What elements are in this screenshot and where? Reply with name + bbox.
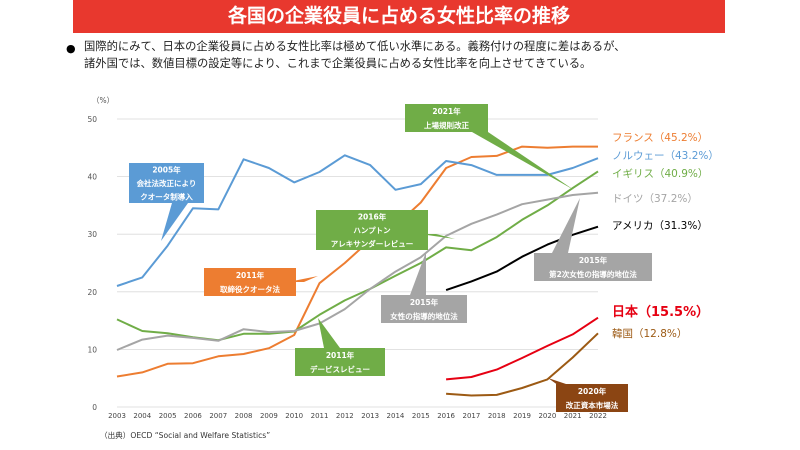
callout-text: 2015年: [579, 255, 608, 265]
series-line-japan: [446, 316, 599, 381]
callout-box: [405, 104, 488, 132]
callout-text: 上場規則改正: [424, 120, 469, 130]
series-line-france: [116, 145, 598, 378]
callout-text: 2011年: [326, 350, 355, 360]
callout-text: 取締役クオータ法: [220, 284, 280, 294]
series-line-germany: [116, 191, 599, 351]
legend-label-usa: アメリカ（31.3%）: [612, 220, 708, 232]
x-tick-label: 2020: [538, 412, 556, 420]
x-tick-label: 2011: [311, 412, 329, 420]
x-tick-label: 2014: [387, 412, 405, 420]
page-title: 各国の企業役員に占める女性比率の推移: [73, 0, 725, 33]
x-tick-label: 2006: [184, 412, 202, 420]
legend-label-japan: 日本（15.5%）: [612, 304, 709, 320]
x-tick-label: 2005: [159, 412, 177, 420]
callout-pointer: [420, 234, 455, 239]
x-tick-label: 2017: [463, 412, 481, 420]
callout-pointer: [318, 318, 340, 348]
callout-text: 会社法改正により: [137, 178, 197, 188]
x-tick-label: 2007: [209, 412, 227, 420]
callout-pointer: [161, 203, 188, 241]
x-tick-label: 2018: [488, 412, 506, 420]
x-tick-label: 2013: [361, 412, 379, 420]
x-tick-label: 2021: [564, 412, 582, 420]
callout-box: [295, 348, 385, 376]
x-tick-label: 2015: [412, 412, 430, 420]
y-tick-label: 0: [92, 403, 97, 412]
series-line-korea: [446, 332, 599, 397]
bullet-icon: ●: [66, 42, 76, 55]
callout-text: ハンプトン: [353, 225, 391, 235]
callout-box: [129, 163, 204, 203]
x-tick-label: 2004: [133, 412, 151, 420]
legend-label-france: フランス（45.2%）: [612, 132, 708, 144]
x-tick-label: 2019: [513, 412, 531, 420]
y-tick-label: 30: [87, 230, 97, 239]
callout-box: [556, 384, 628, 412]
callout-text: 改正資本市場法: [566, 400, 619, 410]
legend-label-norway: ノルウェー（43.2%）: [612, 150, 719, 162]
y-tick-label: 50: [87, 115, 97, 124]
x-tick-label: 2008: [235, 412, 253, 420]
callout-box: [534, 253, 652, 281]
y-tick-label: 20: [87, 288, 97, 297]
callout-box: [381, 295, 467, 323]
callout-text: 2011年: [236, 270, 265, 280]
callout-text: クオータ制導入: [140, 191, 193, 201]
callout-text: アレキサンダーレビュー: [331, 238, 414, 248]
callout-pointer: [552, 198, 580, 253]
intro-line-1: 国際的にみて、日本の企業役員に占める女性比率は極めて低い水準にある。義務付けの程…: [84, 40, 626, 53]
x-tick-label: 2016: [437, 412, 455, 420]
x-tick-label: 2009: [260, 412, 278, 420]
intro-text: 国際的にみて、日本の企業役員に占める女性比率は極めて低い水準にある。義務付けの程…: [84, 38, 784, 72]
callout-text: 2020年: [578, 386, 607, 396]
callout-text: デービスレビュー: [310, 364, 370, 374]
legend-label-korea: 韓国（12.8%）: [612, 328, 687, 340]
x-tick-label: 2003: [108, 412, 126, 420]
x-tick-label: 2012: [336, 412, 354, 420]
legend-label-germany: ドイツ（37.2%）: [612, 193, 698, 205]
source-note: （出典）OECD “Social and Welfare Statistics”: [100, 431, 271, 440]
intro-line-2: 諸外国では、数値目標の設定等により、これまで企業役員に占める女性比率を向上させて…: [84, 57, 592, 70]
callout-text: 2015年: [410, 297, 439, 307]
legend-label-uk: イギリス（40.9%）: [612, 168, 708, 180]
callout-text: 2021年: [432, 106, 461, 116]
y-tick-label: 40: [87, 173, 97, 182]
y-tick-label: 10: [87, 345, 97, 354]
callout-pointer: [410, 252, 426, 295]
callout-text: 2016年: [358, 212, 387, 222]
callout-box: [316, 210, 428, 250]
callout-text: 2005年: [152, 165, 181, 175]
x-tick-label: 2022: [589, 412, 607, 420]
series-line-norway: [116, 154, 599, 287]
callout-text: 女性の指導的地位法: [390, 311, 458, 321]
x-tick-label: 2010: [285, 412, 303, 420]
callout-box: [204, 268, 296, 296]
callout-pointer: [472, 132, 574, 190]
series-line-usa: [445, 225, 599, 292]
y-axis-label: （%）: [92, 96, 114, 105]
callout-text: 第2次女性の指導的地位法: [549, 269, 637, 279]
